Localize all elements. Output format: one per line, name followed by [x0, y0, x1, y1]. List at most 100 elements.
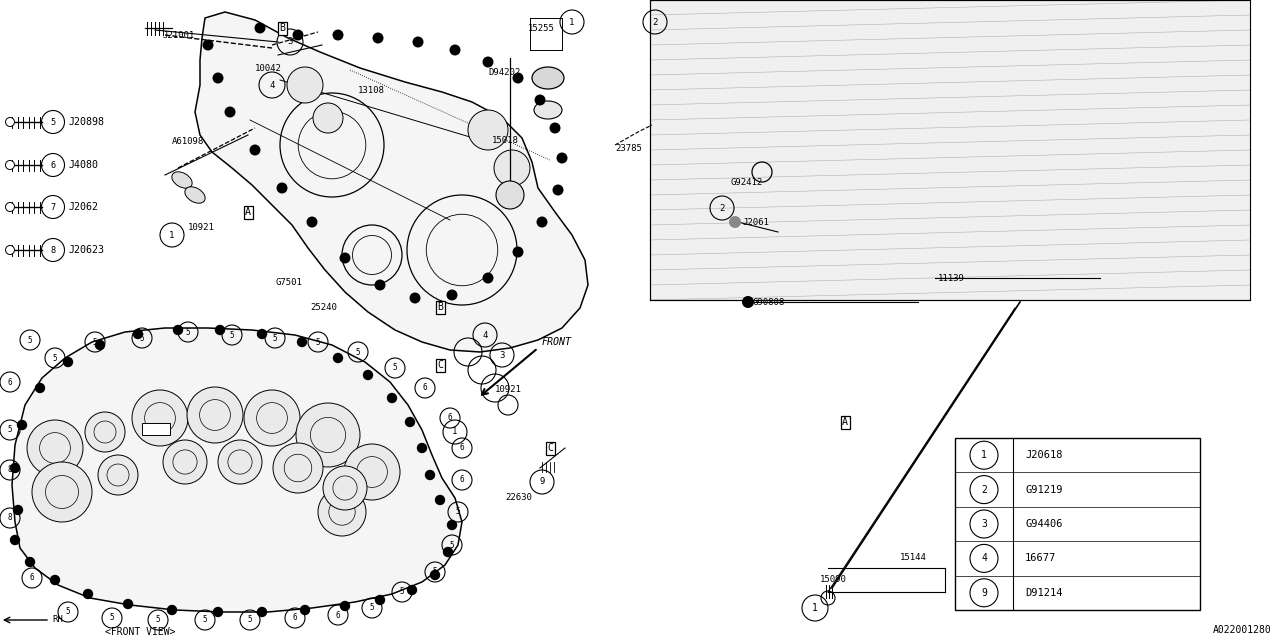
Circle shape	[173, 325, 183, 335]
Circle shape	[10, 463, 20, 473]
Circle shape	[99, 455, 138, 495]
Text: G90808: G90808	[753, 298, 785, 307]
Circle shape	[276, 182, 288, 193]
Circle shape	[430, 570, 440, 580]
Circle shape	[32, 462, 92, 522]
Text: 5: 5	[65, 607, 70, 616]
Circle shape	[314, 103, 343, 133]
Circle shape	[83, 589, 93, 599]
Circle shape	[323, 466, 367, 510]
Circle shape	[13, 505, 23, 515]
Text: A: A	[842, 417, 849, 427]
Text: 15090: 15090	[820, 575, 847, 584]
Circle shape	[63, 357, 73, 367]
Bar	[955, 438, 1201, 610]
Text: 5: 5	[399, 588, 404, 596]
Text: 8: 8	[8, 465, 13, 474]
Circle shape	[215, 325, 225, 335]
Text: 7: 7	[50, 202, 55, 211]
Circle shape	[407, 585, 417, 595]
Circle shape	[257, 607, 268, 617]
Circle shape	[250, 145, 261, 156]
Text: 4: 4	[269, 81, 275, 90]
Circle shape	[287, 67, 323, 103]
Text: G92412: G92412	[730, 177, 763, 186]
Text: 4: 4	[980, 554, 987, 563]
Text: B: B	[279, 23, 285, 33]
Circle shape	[5, 161, 14, 170]
Circle shape	[447, 289, 457, 301]
Circle shape	[132, 390, 188, 446]
Circle shape	[27, 420, 83, 476]
Circle shape	[742, 296, 754, 308]
Text: 6: 6	[460, 476, 465, 484]
Circle shape	[212, 607, 223, 617]
Circle shape	[5, 246, 14, 255]
Text: 5: 5	[52, 353, 58, 362]
Text: A61098: A61098	[172, 138, 205, 147]
Circle shape	[372, 33, 384, 44]
Text: 10921: 10921	[495, 385, 522, 394]
Circle shape	[535, 95, 545, 106]
Text: J20618: J20618	[1025, 450, 1062, 460]
Circle shape	[375, 280, 385, 291]
Text: 23785: 23785	[614, 143, 641, 152]
Text: 2: 2	[653, 17, 658, 26]
Circle shape	[17, 420, 27, 430]
Text: B: B	[436, 302, 443, 312]
Text: J2061: J2061	[742, 218, 769, 227]
Text: 5: 5	[393, 364, 397, 372]
Circle shape	[166, 605, 177, 615]
Text: 8: 8	[8, 513, 13, 522]
Text: 5: 5	[110, 614, 114, 623]
Text: 5: 5	[316, 337, 320, 346]
Text: J4080: J4080	[69, 160, 99, 170]
Text: 6: 6	[293, 614, 297, 623]
Text: 5: 5	[186, 328, 191, 337]
Circle shape	[255, 22, 265, 33]
Text: <FRONT VIEW>: <FRONT VIEW>	[105, 627, 175, 637]
Text: J20898: J20898	[69, 117, 105, 127]
Circle shape	[50, 575, 60, 585]
Ellipse shape	[184, 187, 205, 203]
Text: 5: 5	[202, 616, 207, 625]
Circle shape	[387, 393, 397, 403]
Circle shape	[483, 56, 494, 67]
Circle shape	[273, 443, 323, 493]
Text: 11139: 11139	[938, 273, 965, 282]
Circle shape	[730, 216, 741, 228]
Circle shape	[536, 216, 548, 227]
Text: FRONT: FRONT	[541, 337, 572, 347]
Text: 4: 4	[483, 330, 488, 339]
Text: 5: 5	[8, 426, 13, 435]
Circle shape	[5, 202, 14, 211]
Circle shape	[84, 412, 125, 452]
Text: 5: 5	[229, 330, 234, 339]
Circle shape	[95, 340, 105, 350]
Circle shape	[468, 110, 508, 150]
Text: J20623: J20623	[69, 245, 105, 255]
Circle shape	[443, 547, 453, 557]
Ellipse shape	[534, 101, 562, 119]
Text: D91214: D91214	[1025, 588, 1062, 598]
Circle shape	[5, 118, 14, 127]
Text: A022001280: A022001280	[1213, 625, 1272, 635]
Text: 6: 6	[422, 383, 428, 392]
Circle shape	[512, 246, 524, 257]
Circle shape	[339, 601, 351, 611]
Text: 5: 5	[156, 616, 160, 625]
Text: 3: 3	[287, 38, 293, 47]
Text: 15144: 15144	[900, 554, 927, 563]
Circle shape	[10, 535, 20, 545]
Text: 5: 5	[92, 337, 97, 346]
Circle shape	[557, 152, 567, 163]
Circle shape	[410, 292, 421, 303]
Circle shape	[425, 470, 435, 480]
Circle shape	[447, 520, 457, 530]
Text: 5: 5	[449, 541, 454, 550]
Text: G7501: G7501	[275, 278, 302, 287]
Text: 15018: 15018	[492, 136, 518, 145]
Circle shape	[202, 40, 214, 51]
Text: 2: 2	[980, 484, 987, 495]
Text: 1: 1	[570, 17, 575, 26]
